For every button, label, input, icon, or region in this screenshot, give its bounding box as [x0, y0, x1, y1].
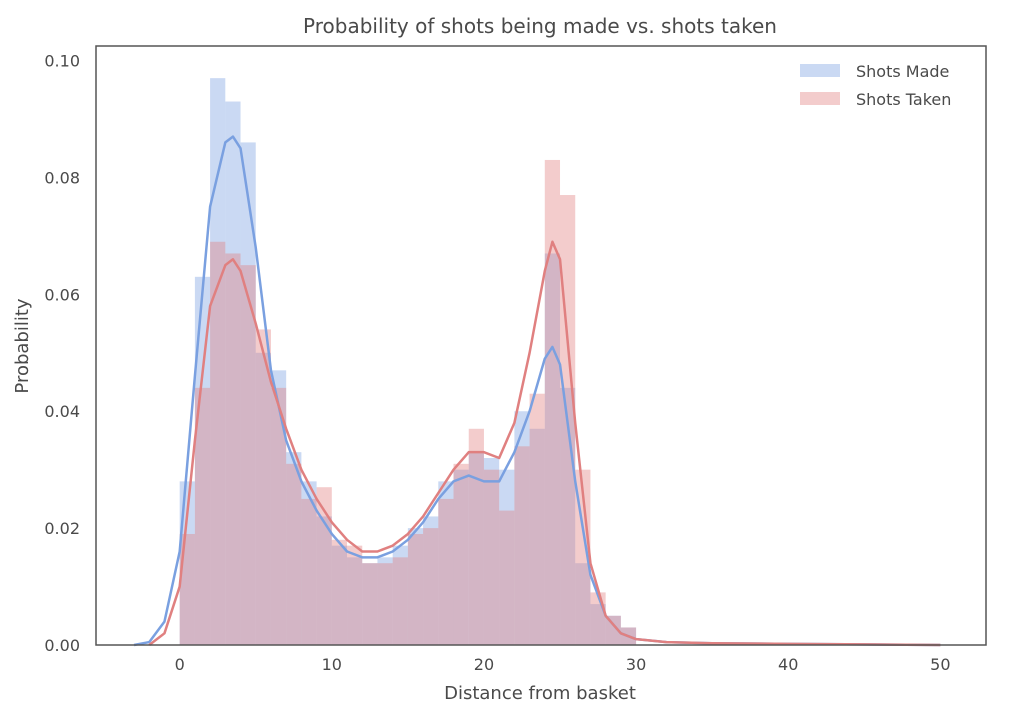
histogram-bar [225, 101, 241, 645]
histogram-bar [194, 387, 211, 645]
y-tick-label: 0.04 [44, 402, 80, 421]
histogram-bar [605, 615, 621, 645]
y-axis-ticks: 0.00 0.02 0.04 0.06 0.08 0.10 [44, 52, 80, 655]
histogram-bar [179, 533, 195, 645]
histogram-bar [590, 592, 606, 645]
histogram-bar [514, 411, 530, 645]
histogram-bar [377, 557, 393, 645]
plot-area [95, 45, 987, 647]
histogram-bar [514, 446, 530, 645]
histogram-bar [286, 463, 302, 645]
histogram-bar [331, 539, 348, 645]
y-tick-label: 0.00 [44, 636, 80, 655]
histogram-bar [575, 563, 591, 645]
histogram-bar [483, 469, 500, 645]
histogram-bar [240, 265, 256, 645]
histogram-bar [605, 615, 621, 645]
histogram-bar [438, 481, 454, 645]
x-tick-label: 20 [474, 655, 494, 674]
histogram-bar [423, 516, 439, 645]
kde-curves [133, 135, 941, 647]
histogram-bar [240, 142, 256, 646]
histogram-bar [499, 469, 515, 645]
y-tick-label: 0.10 [44, 52, 80, 71]
kde-line-series-1 [148, 240, 941, 647]
histogram-bar [468, 428, 484, 645]
histogram-bar [529, 428, 545, 645]
histogram-bar [255, 352, 271, 645]
plot-frame [95, 45, 987, 646]
x-tick-label: 30 [626, 655, 646, 674]
legend-swatch-shots-taken [800, 92, 840, 105]
histogram-bar [347, 557, 363, 645]
histogram-bar [194, 276, 211, 645]
y-tick-label: 0.02 [44, 519, 80, 538]
histogram-bar [407, 533, 424, 645]
bars-series-0 [179, 78, 637, 646]
histogram-bar [286, 452, 302, 645]
chart-title: Probability of shots being made vs. shot… [303, 14, 777, 38]
histogram-bar [301, 498, 317, 645]
x-tick-label: 50 [930, 655, 950, 674]
y-tick-label: 0.06 [44, 285, 80, 304]
legend-swatch-shots-made [800, 64, 840, 77]
histogram-bar [575, 469, 591, 645]
histogram-bar [499, 510, 515, 645]
y-tick-label: 0.08 [44, 168, 80, 187]
histogram-bar [529, 393, 545, 645]
histogram-bar [270, 387, 287, 645]
histogram-bar [210, 241, 226, 645]
histogram-bar [453, 469, 469, 645]
histogram-bar [377, 563, 393, 645]
histogram-bar [362, 563, 378, 645]
x-axis-ticks: 0 10 20 30 40 50 [175, 655, 951, 674]
histogram-bar [407, 528, 424, 645]
histogram-bar [255, 329, 271, 645]
histogram-bar [270, 370, 287, 645]
legend-label-shots-made: Shots Made [856, 62, 949, 81]
histogram-bar [347, 545, 363, 645]
histogram-bar [301, 481, 317, 645]
histogram-bar [544, 159, 561, 645]
histogram-bar [590, 604, 606, 645]
legend-label-shots-taken: Shots Taken [856, 90, 951, 109]
histogram-bar [392, 557, 408, 645]
histogram-bar [453, 463, 469, 645]
legend: Shots Made Shots Taken [800, 62, 951, 109]
histogram-bar [438, 498, 454, 645]
histogram-bar [468, 452, 484, 645]
histogram-bar [179, 481, 195, 645]
x-tick-label: 0 [175, 655, 185, 674]
histogram-bar [362, 563, 378, 645]
histogram-bar [331, 545, 348, 645]
x-tick-label: 40 [778, 655, 798, 674]
histogram-bar [392, 545, 408, 645]
histogram-bar [423, 528, 439, 645]
x-tick-label: 10 [322, 655, 342, 674]
histogram-bar [225, 253, 241, 645]
histogram-bar [210, 78, 226, 645]
histogram-bar [483, 458, 500, 645]
y-axis-label: Probability [12, 298, 33, 393]
histogram-bar [316, 516, 332, 645]
x-axis-label: Distance from basket [444, 683, 636, 704]
